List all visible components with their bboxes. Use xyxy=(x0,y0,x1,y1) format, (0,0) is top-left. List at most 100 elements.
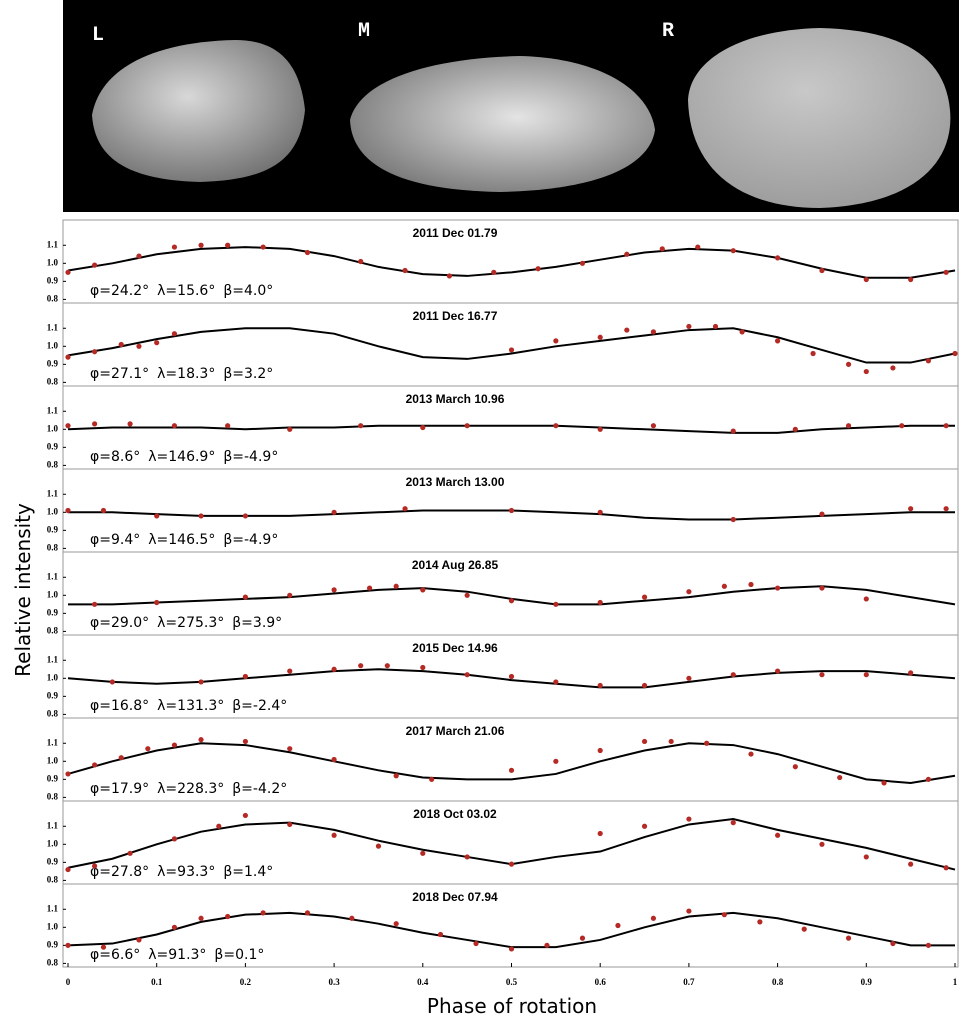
page: L M R Relative intensity 0.80.91.01.1201… xyxy=(0,0,959,1016)
observation-point xyxy=(509,946,514,951)
observation-point xyxy=(402,268,407,273)
x-tick-label: 0.5 xyxy=(506,977,518,987)
observation-point xyxy=(899,423,904,428)
observation-point xyxy=(65,423,70,428)
observation-point xyxy=(172,423,177,428)
y-tick-label: 0.9 xyxy=(47,856,59,866)
observation-point xyxy=(225,423,230,428)
observation-point xyxy=(731,672,736,677)
observation-point xyxy=(624,327,629,332)
observation-point xyxy=(509,347,514,352)
observation-point xyxy=(553,602,558,607)
observation-point xyxy=(119,342,124,347)
observation-point xyxy=(642,739,647,744)
panel-annotation: φ=29.0°λ=275.3°β=3.9° xyxy=(90,615,282,631)
observation-point xyxy=(225,243,230,248)
observation-point xyxy=(890,941,895,946)
y-tick-label: 1.0 xyxy=(47,257,59,267)
observation-point xyxy=(598,748,603,753)
observation-point xyxy=(775,668,780,673)
observation-point xyxy=(332,667,337,672)
observation-point xyxy=(598,600,603,605)
figure: L M R Relative intensity 0.80.91.01.1201… xyxy=(0,0,959,1016)
observation-point xyxy=(695,244,700,249)
observation-point xyxy=(669,739,674,744)
observation-point xyxy=(145,746,150,751)
observation-point xyxy=(243,739,248,744)
observation-point xyxy=(287,746,292,751)
observation-point xyxy=(846,423,851,428)
observation-point xyxy=(65,771,70,776)
observation-point xyxy=(713,324,718,329)
observation-point xyxy=(598,831,603,836)
observation-point xyxy=(198,243,203,248)
panel-annotation: φ=24.2°λ=15.6°β=4.0° xyxy=(90,283,273,299)
x-tick-label: 0.7 xyxy=(683,977,695,987)
observation-point xyxy=(908,506,913,511)
observation-point xyxy=(864,596,869,601)
x-tick-label: 0 xyxy=(66,977,71,987)
observation-point xyxy=(420,587,425,592)
observation-point xyxy=(509,768,514,773)
observation-point xyxy=(465,593,470,598)
y-tick-label: 0.9 xyxy=(47,524,59,534)
observation-point xyxy=(731,429,736,434)
observation-point xyxy=(775,255,780,260)
y-tick-label: 1.1 xyxy=(47,903,59,913)
observation-point xyxy=(864,369,869,374)
view-label: R xyxy=(662,20,674,43)
observation-point xyxy=(819,585,824,590)
observation-point xyxy=(402,506,407,511)
observation-point xyxy=(92,263,97,268)
y-tick-label: 0.8 xyxy=(47,376,59,386)
y-tick-label: 1.1 xyxy=(47,488,59,498)
observation-point xyxy=(136,253,141,258)
observation-point xyxy=(864,672,869,677)
observation-point xyxy=(553,759,558,764)
y-tick-label: 1.0 xyxy=(47,423,59,433)
y-tick-label: 1.0 xyxy=(47,755,59,765)
observation-point xyxy=(926,358,931,363)
observation-point xyxy=(686,589,691,594)
y-tick-label: 1.1 xyxy=(47,571,59,581)
annotation-part: β=-4.9° xyxy=(223,532,278,548)
observation-point xyxy=(793,427,798,432)
observation-point xyxy=(287,593,292,598)
observation-point xyxy=(225,914,230,919)
observation-point xyxy=(846,936,851,941)
observation-point xyxy=(686,676,691,681)
annotation-part: λ=275.3° xyxy=(157,615,224,631)
panel-title: 2013 March 10.96 xyxy=(406,392,505,406)
y-tick-label: 0.9 xyxy=(47,690,59,700)
annotation-part: λ=18.3° xyxy=(157,366,215,382)
observation-point xyxy=(429,777,434,782)
y-tick-label: 1.1 xyxy=(47,239,59,249)
annotation-part: φ=24.2° xyxy=(90,283,149,299)
observation-point xyxy=(349,916,354,921)
observation-point xyxy=(642,595,647,600)
observation-point xyxy=(92,421,97,426)
y-tick-label: 0.9 xyxy=(47,773,59,783)
observation-point xyxy=(686,324,691,329)
annotation-part: λ=15.6° xyxy=(157,283,215,299)
observation-point xyxy=(536,266,541,271)
observation-point xyxy=(881,780,886,785)
observation-point xyxy=(775,833,780,838)
observation-point xyxy=(243,674,248,679)
observation-point xyxy=(465,854,470,859)
annotation-part: β=-2.4° xyxy=(232,698,287,714)
observation-point xyxy=(154,513,159,518)
view-label: L xyxy=(92,24,104,47)
observation-point xyxy=(890,365,895,370)
observation-point xyxy=(775,338,780,343)
model-curve xyxy=(68,328,955,362)
model-curve xyxy=(68,743,955,783)
observation-point xyxy=(651,329,656,334)
observation-point xyxy=(172,742,177,747)
observation-point xyxy=(172,925,177,930)
annotation-part: β=-4.9° xyxy=(223,449,278,465)
annotation-part: λ=146.5° xyxy=(148,532,215,548)
annotation-part: λ=228.3° xyxy=(157,781,224,797)
y-tick-label: 1.0 xyxy=(47,506,59,516)
observation-point xyxy=(438,932,443,937)
